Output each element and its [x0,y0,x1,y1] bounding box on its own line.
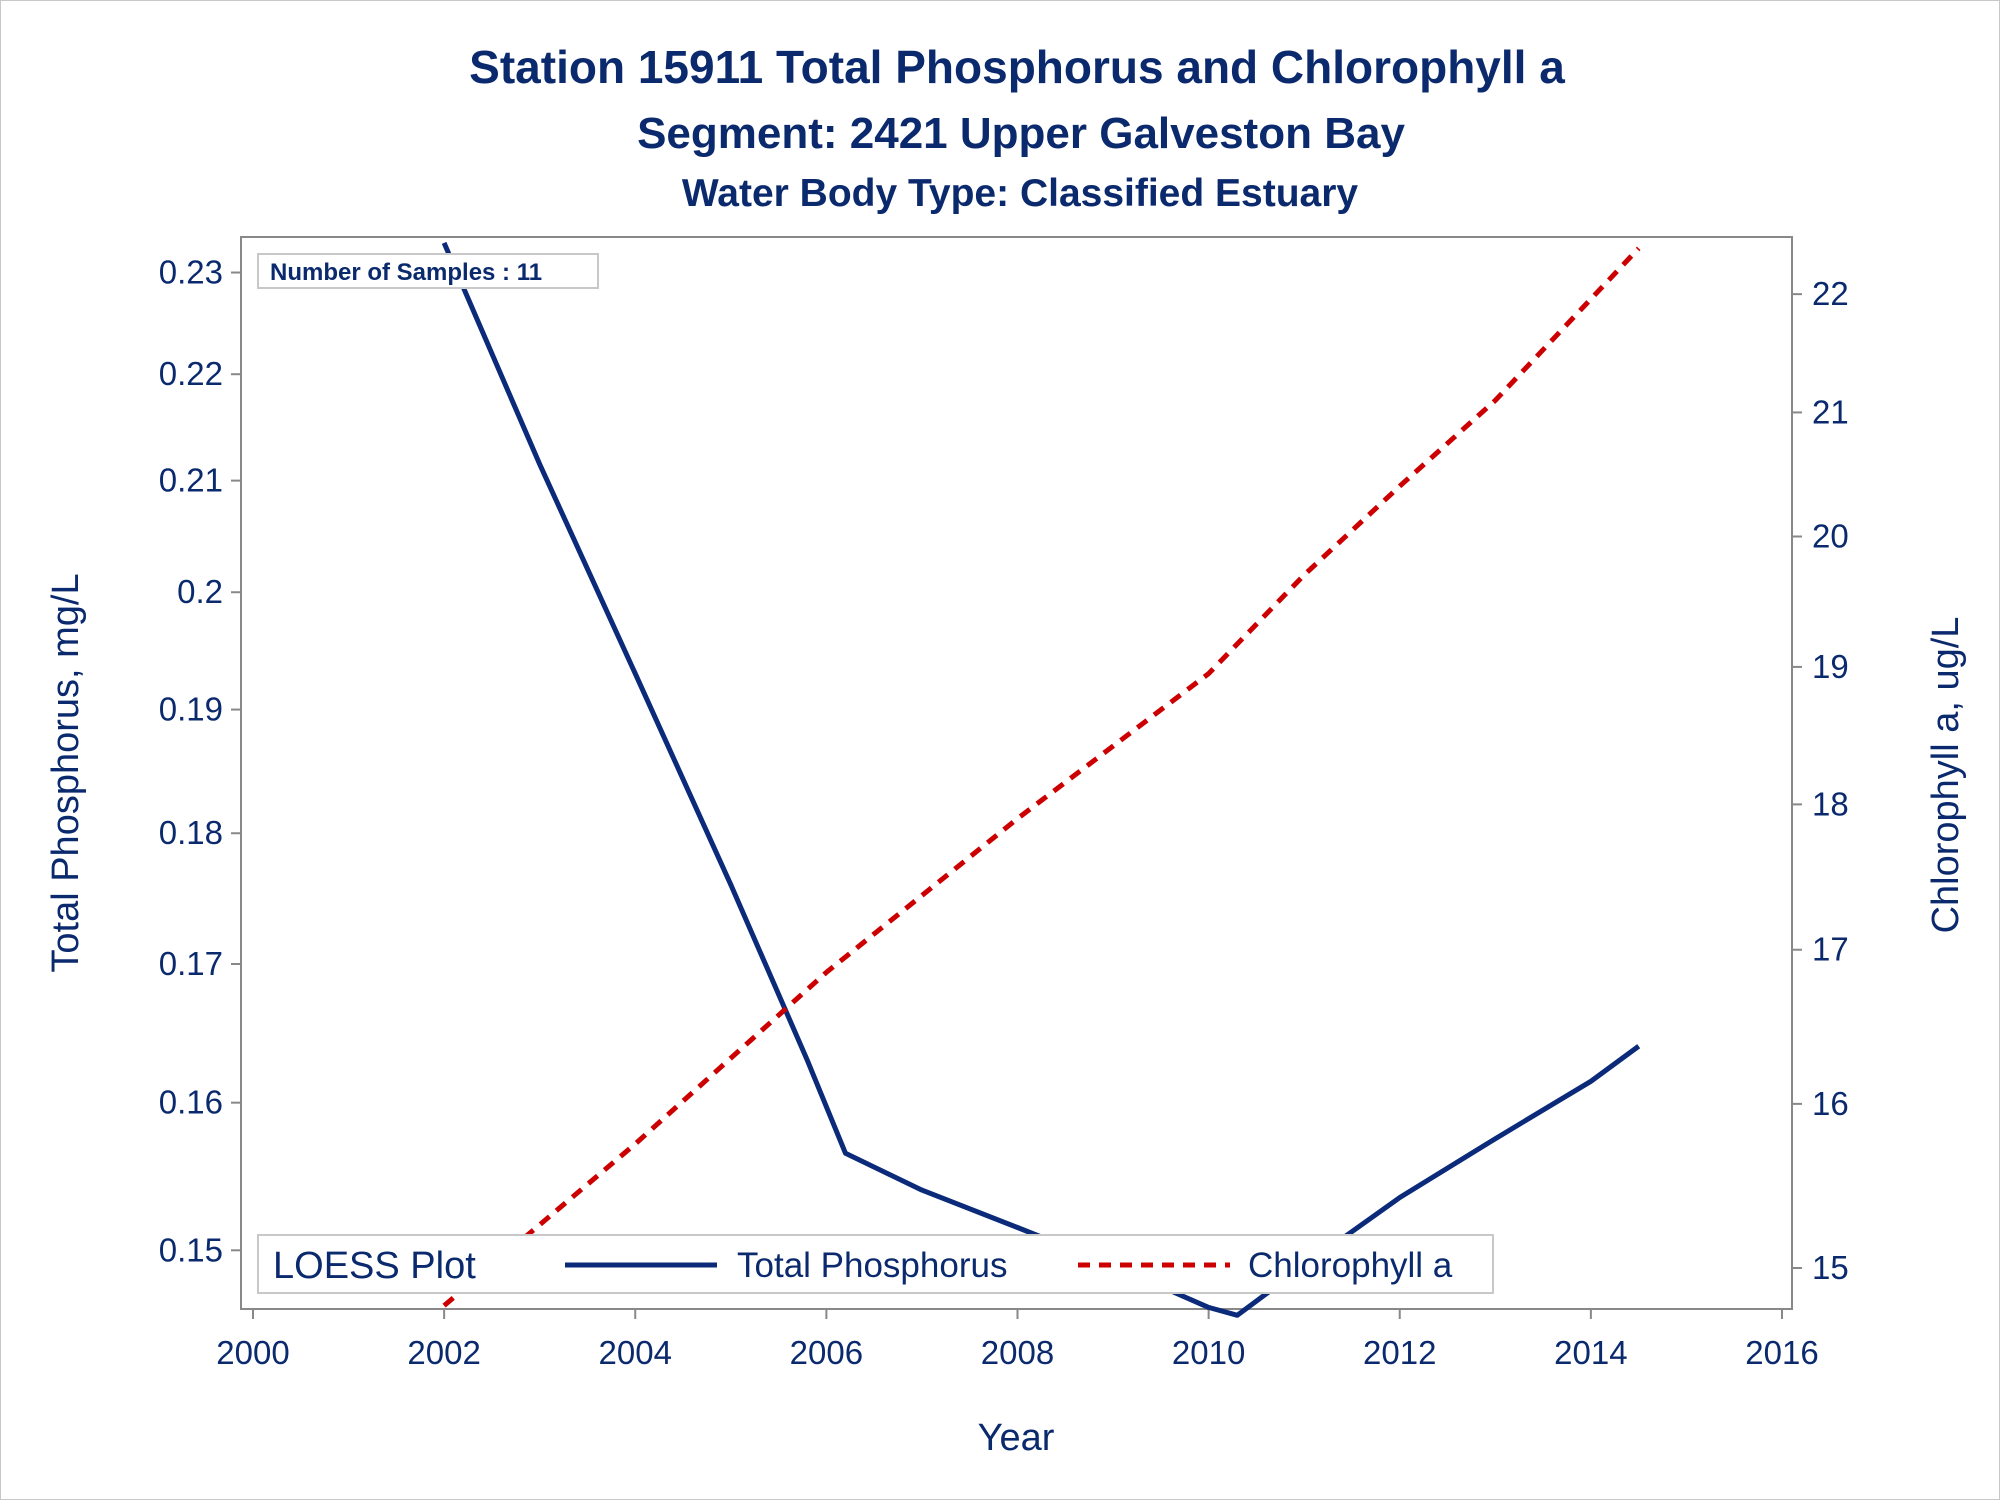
legend-title: LOESS Plot [273,1245,476,1287]
x-tick-label: 2008 [981,1334,1054,1371]
y-left-tick-label: 0.22 [159,355,223,392]
legend: LOESS Plot Total Phosphorus Chlorophyll … [257,1234,1494,1294]
y-left-tick-label: 0.21 [159,462,223,499]
y-right-tick-label: 19 [1812,648,1849,685]
x-tick-label: 2014 [1554,1334,1627,1371]
chart-subtitle: Segment: 2421 Upper Galveston Bay [637,109,1405,158]
legend-box [257,1234,1494,1294]
y-right-tick-label: 16 [1812,1085,1849,1122]
x-tick-label: 2016 [1745,1334,1818,1371]
samples-box [257,253,599,289]
x-tick-label: 2006 [790,1334,863,1371]
x-tick-label: 2000 [216,1334,289,1371]
legend-chl-label: Chlorophyll a [1248,1246,1453,1285]
x-tick-label: 2010 [1172,1334,1245,1371]
samples-count: Number of Samples : 11 [270,259,542,286]
y-left-tick-label: 0.15 [159,1231,223,1268]
y-left-tick-label: 0.16 [159,1084,223,1121]
x-axis: 2000 2002 2004 2006 2008 2010 2012 2014 2016 [216,1309,1819,1371]
y-axis-right-label: Chlorophyll a, ug/L [1925,617,1967,934]
y-left-tick-label: 0.23 [159,254,223,291]
y-axis-left-label: Total Phosphorus, mg/L [45,573,87,972]
y-axis-right: 15 16 17 18 19 20 21 22 [1792,275,1849,1286]
y-left-tick-label: 0.2 [177,573,223,610]
series-lines [441,241,1641,1318]
y-right-tick-label: 20 [1812,517,1849,554]
x-tick-label: 2012 [1363,1334,1436,1371]
chart-title: Station 15911 Total Phosphorus and Chlor… [469,41,1565,93]
x-tick-label: 2002 [407,1334,480,1371]
x-tick-label: 2004 [599,1334,672,1371]
chart-subtitle-2: Water Body Type: Classified Estuary [682,172,1358,215]
y-right-tick-label: 18 [1812,785,1849,822]
plot-area [240,236,1793,1310]
y-right-tick-label: 21 [1812,393,1849,430]
y-right-tick-label: 17 [1812,931,1849,968]
x-axis-label: Year [978,1417,1055,1459]
y-left-tick-label: 0.19 [159,691,223,728]
series-line-chlorophyll-a [442,246,1641,1308]
legend-tp-label: Total Phosphorus [737,1246,1007,1285]
y-right-tick-label: 22 [1812,275,1849,312]
y-right-tick-label: 15 [1812,1249,1849,1286]
y-axis-left: 0.15 0.16 0.17 0.18 0.19 0.2 0.21 0.22 0.23 [159,254,241,1268]
y-left-tick-label: 0.18 [159,814,223,851]
y-left-tick-label: 0.17 [159,945,223,982]
